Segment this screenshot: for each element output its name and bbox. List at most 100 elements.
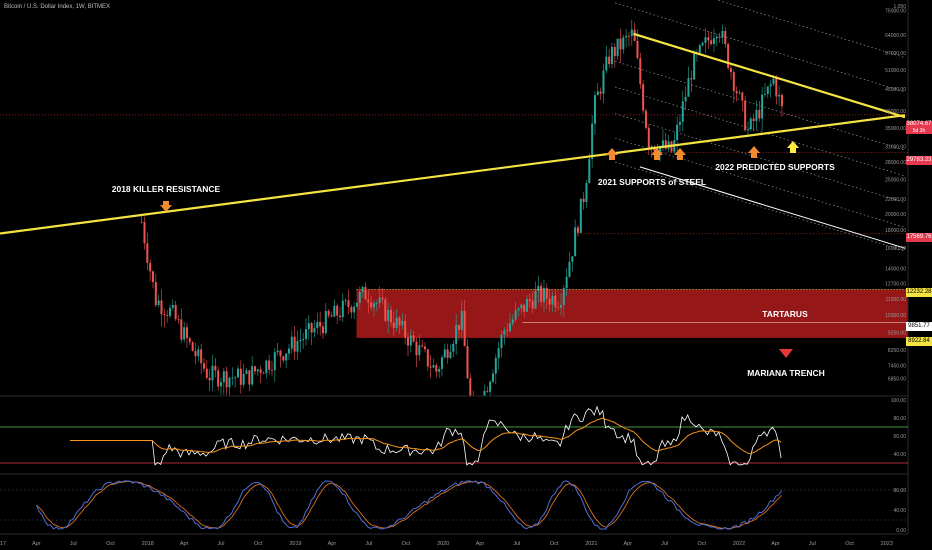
trendline: [0, 114, 906, 235]
candle-body: [151, 271, 154, 282]
candle-body: [735, 91, 738, 94]
candle-body: [316, 321, 319, 329]
candle-body: [780, 94, 783, 107]
candle-body: [355, 302, 358, 307]
candle-body: [387, 309, 390, 321]
candle-body: [188, 338, 191, 343]
time-tick-label: Jul: [661, 541, 668, 547]
channel-line: [716, 0, 906, 58]
candle-body: [268, 360, 271, 370]
price-tick-label: 12700.00: [885, 282, 906, 288]
candle-body: [681, 101, 684, 122]
candle-body: [200, 349, 203, 364]
candle-body: [251, 366, 254, 385]
candle-body: [157, 300, 160, 306]
candle-body: [174, 304, 177, 320]
candle-body: [177, 319, 180, 320]
candle-body: [401, 320, 404, 326]
candle-body: [412, 335, 415, 342]
candle-body: [282, 356, 285, 361]
candle-body: [508, 323, 511, 331]
candle-body: [718, 36, 721, 38]
candle-body: [636, 40, 639, 59]
candle-body: [259, 369, 262, 374]
time-tick-label: Jul: [809, 541, 816, 547]
arrow-up-icon: [748, 146, 760, 158]
candle-body: [616, 38, 619, 57]
candle-body: [605, 56, 608, 71]
price-tick-label: 18000.00: [885, 228, 906, 234]
level-label: 8922.84: [906, 337, 932, 346]
price-tick-label: 35000.00: [885, 126, 906, 132]
time-tick-label: Apr: [476, 541, 485, 547]
candle-body: [483, 390, 486, 396]
candle-body: [367, 299, 370, 303]
time-tick-label: 2022: [733, 541, 745, 547]
candle-body: [378, 297, 381, 304]
candle-body: [559, 305, 562, 308]
candle-body: [517, 308, 520, 311]
time-tick-label: Apr: [328, 541, 337, 547]
candle-body: [707, 37, 710, 41]
candle-body: [596, 91, 599, 96]
rsi-pane[interactable]: [0, 405, 908, 466]
arrow-up-icon: [651, 148, 663, 160]
candle-body: [724, 30, 727, 44]
candle-body: [392, 322, 395, 328]
candle-body: [185, 327, 188, 339]
candle-body: [659, 146, 662, 155]
candle-body: [772, 78, 775, 85]
candle-body: [418, 345, 421, 356]
candle-body: [727, 43, 730, 69]
channel-line: [615, 113, 906, 203]
candle-body: [545, 287, 548, 299]
candle-body: [690, 78, 693, 80]
candle-body: [290, 336, 293, 349]
candle-body: [599, 91, 602, 94]
price-tick-label: 64000.00: [885, 33, 906, 39]
candle-body: [715, 36, 718, 39]
candle-body: [582, 198, 585, 203]
candle-body: [701, 42, 704, 46]
candle-body: [568, 261, 571, 277]
current-price-value: 38074.67: [906, 121, 932, 127]
stoch-k-line: [35, 480, 783, 530]
candle-body: [435, 365, 438, 372]
candle-body: [372, 303, 375, 308]
candle-body: [225, 371, 228, 388]
candle-body: [710, 40, 713, 44]
candle-body: [146, 243, 149, 263]
annotation-tartarus: TARTARUS: [762, 309, 808, 319]
candle-body: [217, 370, 220, 387]
level-label: 9851.77: [906, 322, 932, 331]
channel-lower-line: [639, 166, 906, 249]
candle-body: [460, 310, 463, 330]
candle-body: [398, 317, 401, 326]
candle-body: [452, 343, 455, 352]
candle-body: [350, 307, 353, 313]
candle-body: [239, 368, 242, 385]
candle-body: [741, 92, 744, 101]
candle-body: [180, 319, 183, 340]
candle-body: [554, 295, 557, 308]
current-price-label: 38074.67 5d 3h: [906, 121, 932, 134]
candle-body: [758, 109, 761, 119]
candle-body: [426, 349, 429, 367]
candle-body: [466, 346, 469, 379]
candle-body: [432, 365, 435, 368]
time-tick-label: Jul: [70, 541, 77, 547]
candle-body: [693, 53, 696, 80]
time-tick-label: 2019: [289, 541, 301, 547]
price-pane[interactable]: [0, 0, 908, 422]
candle-body: [307, 323, 310, 330]
axes: 75000.00 64000.00 57000.00 51000.00 45000.00…: [0, 4, 906, 547]
stochastic-pane[interactable]: [0, 480, 908, 530]
price-tick-label: 16000.00: [885, 246, 906, 252]
candle-body: [630, 29, 633, 37]
candle-body: [542, 287, 545, 302]
candle-body: [744, 100, 747, 131]
stoch-d-line: [36, 480, 782, 530]
candle-body: [503, 330, 506, 335]
time-tick-label: Oct: [845, 541, 854, 547]
